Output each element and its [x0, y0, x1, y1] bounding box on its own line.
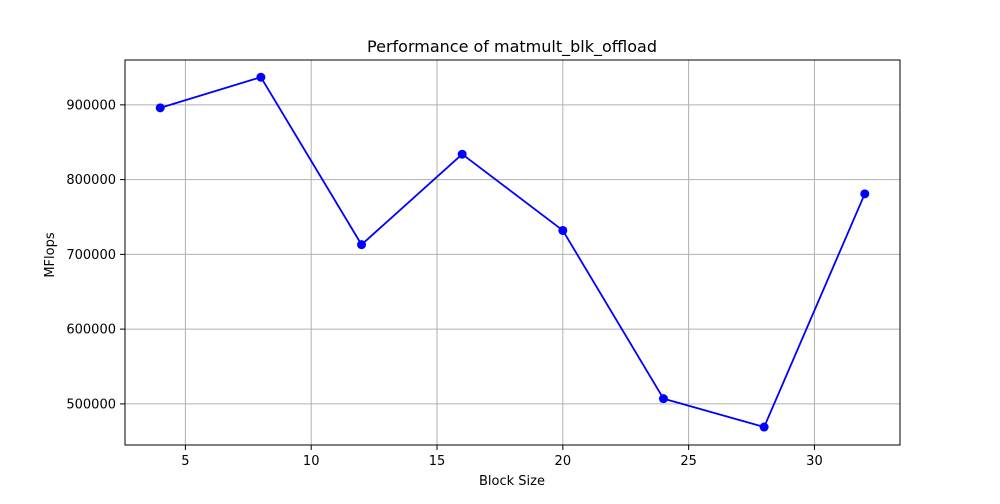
x-tick-label: 10 [303, 454, 320, 469]
plot-frame [124, 59, 901, 446]
x-tick-label: 5 [181, 454, 189, 469]
x-axis-label: Block Size [479, 474, 545, 489]
x-tick-label: 15 [429, 454, 446, 469]
data-point [860, 189, 870, 199]
y-tick-label: 700000 [66, 248, 116, 263]
data-point [558, 225, 568, 235]
data-point [256, 72, 266, 82]
data-point [457, 149, 467, 159]
data-point [155, 103, 165, 113]
series-line [159, 76, 866, 428]
y-tick-label: 500000 [66, 397, 116, 412]
grid [125, 60, 900, 445]
chart-title: Performance of matmult_blk_offload [367, 37, 657, 57]
axis-ticks: 5 10 15 20 25 30 500000 600000 700000 800000 90000… [66, 98, 822, 469]
x-tick-label: 20 [555, 454, 572, 469]
x-tick-label: 25 [680, 454, 697, 469]
y-tick-label: 900000 [66, 98, 116, 113]
y-axis-label: MFlops [43, 232, 58, 278]
y-tick-label: 800000 [66, 173, 116, 188]
data-point [759, 422, 769, 432]
series-layer [155, 72, 870, 432]
y-tick-label: 600000 [66, 323, 116, 338]
x-tick-label: 30 [806, 454, 823, 469]
data-point [357, 240, 367, 250]
data-point [658, 394, 668, 404]
